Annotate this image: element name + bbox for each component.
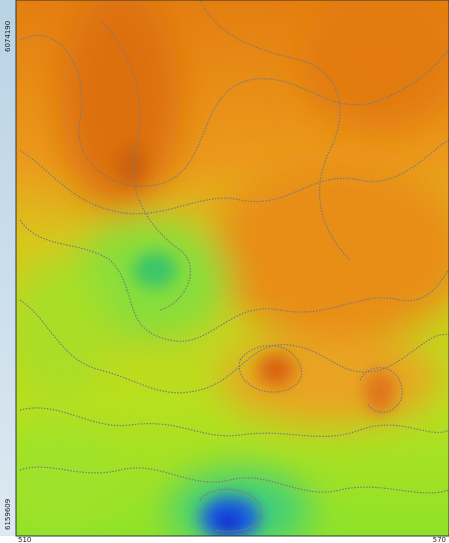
map-view: 6074190 6159609 510 570 (0, 0, 449, 543)
left-coordinate-label: 6159609 (4, 499, 12, 530)
left-coordinate-label: 6074190 (4, 21, 12, 52)
bottom-coordinate-label: 510 (18, 536, 31, 543)
coordinate-strip (0, 0, 16, 536)
heatmap (0, 0, 449, 543)
bottom-coordinate-label: 570 (433, 536, 446, 543)
page: 6074190 6159609 510 570 (() => { const d… (0, 0, 449, 543)
